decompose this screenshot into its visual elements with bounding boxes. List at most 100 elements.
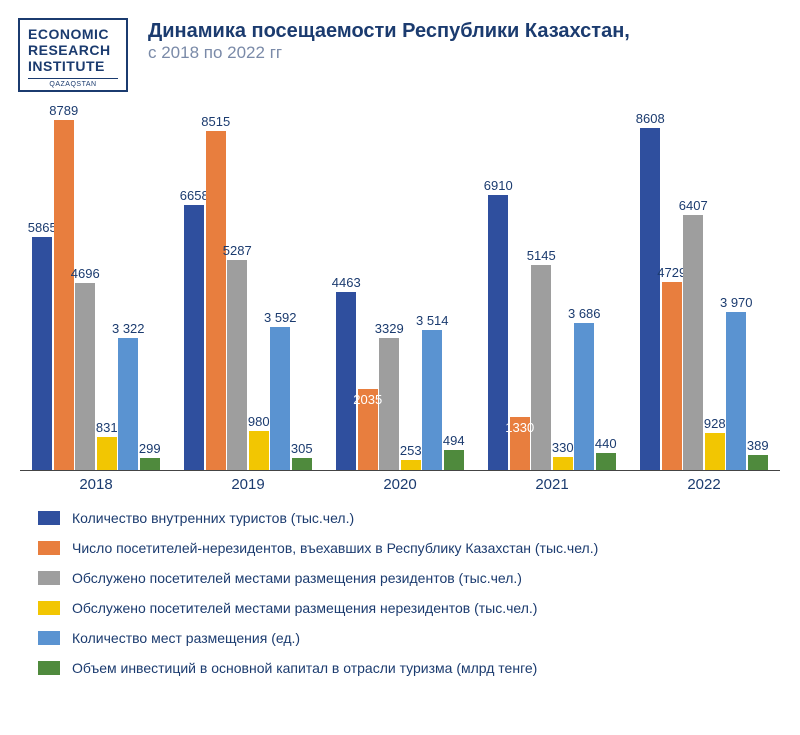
bar-value-label: 3 970 — [720, 295, 753, 310]
bar-s5-2022: 389 — [748, 438, 768, 470]
bar-s2-2019: 5287 — [227, 243, 247, 470]
bar-value-label: 5287 — [223, 243, 252, 258]
legend-label: Количество мест размещения (ед.) — [72, 630, 300, 646]
bar-s3-2019: 980 — [249, 414, 269, 470]
bar-s2-2022: 6407 — [683, 198, 703, 470]
bar-rect — [553, 457, 573, 470]
bar-s4-2021: 3 686 — [574, 306, 594, 470]
bar-value-label: 1330 — [505, 420, 534, 435]
bar-value-label: 3 592 — [264, 310, 297, 325]
bar-value-label: 3 322 — [112, 321, 145, 336]
bar-s2-2018: 4696 — [75, 266, 95, 470]
bar-rect — [118, 338, 138, 470]
legend-swatch — [38, 541, 60, 555]
bar-rect — [662, 282, 682, 470]
bar-rect — [140, 458, 160, 470]
bar-s4-2019: 3 592 — [270, 310, 290, 470]
logo-line-1: ECONOMIC — [28, 26, 118, 42]
bar-rect — [75, 283, 95, 470]
legend-swatch — [38, 601, 60, 615]
x-axis-label: 2018 — [20, 476, 172, 493]
legend-item: Объем инвестиций в основной капитал в от… — [38, 660, 780, 676]
bar-rect — [726, 312, 746, 470]
bar-s1-2022: 4729 — [662, 265, 682, 470]
bar-s5-2021: 440 — [596, 436, 616, 471]
bar-s0-2018: 5865 — [32, 220, 52, 470]
bar-rect — [292, 458, 312, 470]
x-axis-label: 2020 — [324, 476, 476, 493]
x-axis-label: 2022 — [628, 476, 780, 493]
chart-title-block: Динамика посещаемости Республики Казахст… — [148, 20, 780, 63]
bar-value-label: 8608 — [636, 111, 665, 126]
bar-s1-2020: 2035 — [358, 392, 378, 470]
bar-value-label: 928 — [704, 416, 726, 431]
bar-s2-2021: 5145 — [531, 248, 551, 470]
bar-s1-2019: 8515 — [206, 114, 226, 470]
bar-value-label: 831 — [96, 420, 118, 435]
legend-swatch — [38, 511, 60, 525]
bar-value-label: 6407 — [679, 198, 708, 213]
legend-item: Количество внутренних туристов (тыс.чел.… — [38, 510, 780, 526]
legend-item: Количество мест размещения (ед.) — [38, 630, 780, 646]
bar-s4-2018: 3 322 — [118, 321, 138, 470]
year-group-2020: 4463203533292533 514494 — [324, 100, 476, 470]
bar-value-label: 494 — [443, 433, 465, 448]
bar-value-label: 305 — [291, 441, 313, 456]
bar-value-label: 4463 — [332, 275, 361, 290]
legend-label: Объем инвестиций в основной капитал в от… — [72, 660, 537, 676]
bar-rect — [206, 131, 226, 470]
bar-rect — [32, 237, 52, 470]
bar-s2-2020: 3329 — [379, 321, 399, 470]
bar-chart: 5865878946968313 3222996658851552879803 … — [20, 100, 780, 471]
bar-rect — [379, 338, 399, 470]
bar-s3-2018: 831 — [97, 420, 117, 470]
legend: Количество внутренних туристов (тыс.чел.… — [38, 510, 780, 676]
legend-label: Обслужено посетителей местами размещения… — [72, 570, 522, 586]
legend-swatch — [38, 571, 60, 585]
bar-value-label: 389 — [747, 438, 769, 453]
x-axis: 20182019202020212022 — [20, 476, 780, 493]
year-group-2018: 5865878946968313 322299 — [20, 100, 172, 470]
bar-value-label: 6658 — [180, 188, 209, 203]
bar-s3-2022: 928 — [705, 416, 725, 470]
bar-rect — [596, 453, 616, 471]
legend-label: Количество внутренних туристов (тыс.чел.… — [72, 510, 354, 526]
bar-s4-2020: 3 514 — [422, 313, 442, 470]
bar-rect — [640, 128, 660, 470]
year-group-2021: 6910133051453303 686440 — [476, 100, 628, 470]
chart-subtitle: с 2018 по 2022 гг — [148, 43, 780, 63]
bar-rect — [574, 323, 594, 470]
bar-value-label: 3 514 — [416, 313, 449, 328]
legend-label: Обслужено посетителей местами размещения… — [72, 600, 537, 616]
bar-value-label: 3329 — [375, 321, 404, 336]
bar-rect — [748, 455, 768, 470]
bar-rect — [97, 437, 117, 470]
bar-rect — [270, 327, 290, 470]
bar-rect — [705, 433, 725, 470]
bar-rect — [531, 265, 551, 470]
bar-s4-2022: 3 970 — [726, 295, 746, 470]
bar-s5-2019: 305 — [292, 441, 312, 470]
bar-s0-2019: 6658 — [184, 188, 204, 470]
bar-s5-2020: 494 — [444, 433, 464, 470]
legend-item: Обслужено посетителей местами размещения… — [38, 570, 780, 586]
bar-rect — [336, 292, 356, 470]
bar-value-label: 330 — [552, 440, 574, 455]
bar-s0-2022: 8608 — [640, 111, 660, 470]
bar-rect — [683, 215, 703, 470]
x-axis-label: 2019 — [172, 476, 324, 493]
bar-s1-2018: 8789 — [54, 103, 74, 470]
bar-rect — [54, 120, 74, 470]
bar-s3-2021: 330 — [553, 440, 573, 470]
bar-rect — [422, 330, 442, 470]
bar-value-label: 8789 — [49, 103, 78, 118]
bar-value-label: 440 — [595, 436, 617, 451]
legend-label: Число посетителей-нерезидентов, въехавши… — [72, 540, 598, 556]
bar-rect — [227, 260, 247, 470]
chart-title: Динамика посещаемости Республики Казахст… — [148, 20, 780, 43]
logo-box: ECONOMIC RESEARCH INSTITUTE QAZAQSTAN — [18, 18, 128, 92]
bar-value-label: 253 — [400, 443, 422, 458]
logo-line-3: INSTITUTE — [28, 58, 118, 74]
legend-swatch — [38, 661, 60, 675]
bar-value-label: 8515 — [201, 114, 230, 129]
